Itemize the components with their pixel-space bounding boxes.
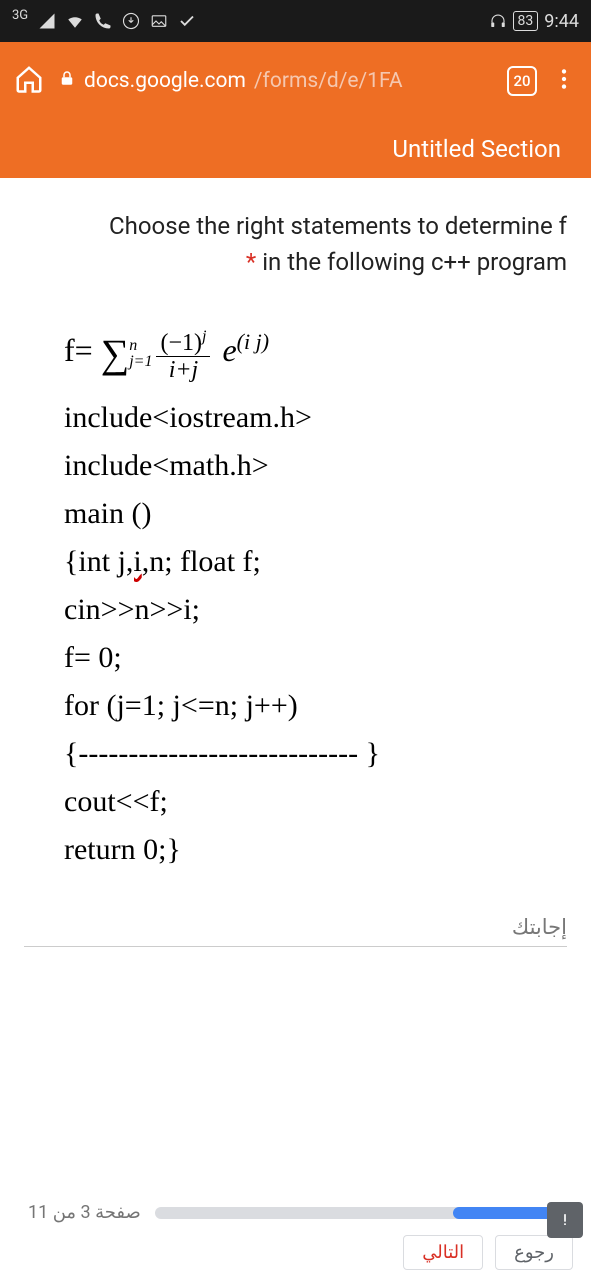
home-icon[interactable] xyxy=(14,64,44,98)
sigma-bot: j=1 xyxy=(129,354,152,370)
frac-top-sup: j xyxy=(202,328,206,345)
code-l4b: j,i xyxy=(118,545,142,578)
code-l4: {int j,i,n; float f; xyxy=(64,545,567,579)
report-fab[interactable] xyxy=(547,1202,583,1238)
page-progress-label: صفحة 3 من 11 xyxy=(28,1202,141,1223)
code-l6: f= 0; xyxy=(64,641,567,675)
tab-count-button[interactable]: 20 xyxy=(507,66,537,96)
form-content: Choose the right statements to determine… xyxy=(0,178,591,1184)
image-icon xyxy=(150,12,168,30)
question-text: Choose the right statements to determine… xyxy=(24,208,567,280)
required-star: * xyxy=(246,248,256,276)
code-l8: {---------------------------- } xyxy=(64,737,567,771)
url-bar[interactable]: docs.google.com/forms/d/e/1FA xyxy=(58,69,493,93)
code-l9: cout<<f; xyxy=(64,785,567,819)
url-path: /forms/d/e/1FA xyxy=(254,69,403,93)
question-line2: in the following c++ program xyxy=(256,248,567,276)
browser-app-bar: docs.google.com/forms/d/e/1FA 20 xyxy=(0,42,591,120)
code-l3: main () xyxy=(64,497,567,531)
phone-icon xyxy=(94,12,112,30)
code-l4a: {int xyxy=(64,545,118,578)
frac-top: (−1) xyxy=(160,330,202,356)
section-title-bar: Untitled Section xyxy=(0,120,591,178)
clock: 9:44 xyxy=(544,11,579,32)
form-footer: صفحة 3 من 11 التالي رجوع xyxy=(0,1184,591,1280)
battery-pct: 83 xyxy=(513,11,539,31)
section-title: Untitled Section xyxy=(392,135,561,163)
question-code-block: f= ∑nj=1(−1)ji+j e(i j) include<iostream… xyxy=(24,300,567,887)
download-icon xyxy=(122,12,140,30)
lock-icon xyxy=(58,69,76,93)
sigma-top: n xyxy=(129,338,152,354)
formula-feq: f= xyxy=(64,332,101,368)
code-l5: cin>>n>>i; xyxy=(64,593,567,627)
frac-bot: i+j xyxy=(165,357,203,383)
next-button[interactable]: التالي xyxy=(403,1235,483,1270)
question-line1: Choose the right statements to determine… xyxy=(24,208,567,244)
check-icon xyxy=(178,12,196,30)
headphones-icon xyxy=(489,12,507,30)
formula-eij: (i j) xyxy=(237,329,269,354)
answer-input[interactable]: إجابتك xyxy=(24,915,567,947)
formula-e: e xyxy=(214,332,236,368)
back-button[interactable]: رجوع xyxy=(495,1235,573,1270)
code-l1: include<iostream.h> xyxy=(64,401,567,435)
formula: f= ∑nj=1(−1)ji+j e(i j) xyxy=(64,324,567,383)
wifi-icon xyxy=(66,12,84,30)
code-l2: include<math.h> xyxy=(64,449,567,483)
url-host: docs.google.com xyxy=(84,69,246,93)
code-l4c: ,n; float f; xyxy=(142,545,261,578)
overflow-menu-icon[interactable] xyxy=(551,66,577,96)
code-l7: for (j=1; j<=n; j++) xyxy=(64,689,567,723)
signal-icon xyxy=(38,12,56,30)
code-l10: return 0;} xyxy=(64,833,567,867)
progress-track xyxy=(155,1207,563,1219)
status-bar: 3G 83 9:44 xyxy=(0,0,591,42)
net-gen-label: 3G xyxy=(12,8,28,23)
